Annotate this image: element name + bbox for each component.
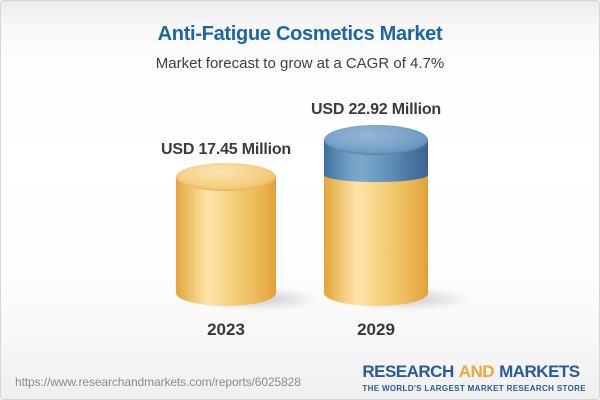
logo-word-markets: MARKETS	[499, 362, 580, 381]
bar-2029-base-segment	[324, 169, 428, 306]
logo-word-and: AND	[458, 362, 495, 381]
category-label-2023: 2023	[207, 320, 245, 339]
bar-2029-top-cap	[324, 125, 428, 155]
logo-wordmark: RESEARCH AND MARKETS	[362, 362, 580, 382]
page-subtitle: Market forecast to grow at a CAGR of 4.7…	[155, 55, 445, 72]
value-label-2029: USD 22.92 Million	[311, 101, 441, 118]
logo-tagline: THE WORLD'S LARGEST MARKET RESEARCH STOR…	[362, 384, 586, 393]
page-title: Anti-Fatigue Cosmetics Market	[157, 23, 443, 45]
bar-2023-top-cap	[176, 163, 276, 191]
research-and-markets-logo: RESEARCH AND MARKETS THE WORLD'S LARGEST…	[362, 362, 586, 393]
logo-word-research: RESEARCH	[362, 362, 454, 381]
bar-2023-body	[176, 177, 276, 306]
report-url: https://www.researchandmarkets.com/repor…	[15, 375, 301, 389]
value-label-2023: USD 17.45 Million	[161, 141, 291, 158]
category-label-2029: 2029	[357, 320, 395, 339]
